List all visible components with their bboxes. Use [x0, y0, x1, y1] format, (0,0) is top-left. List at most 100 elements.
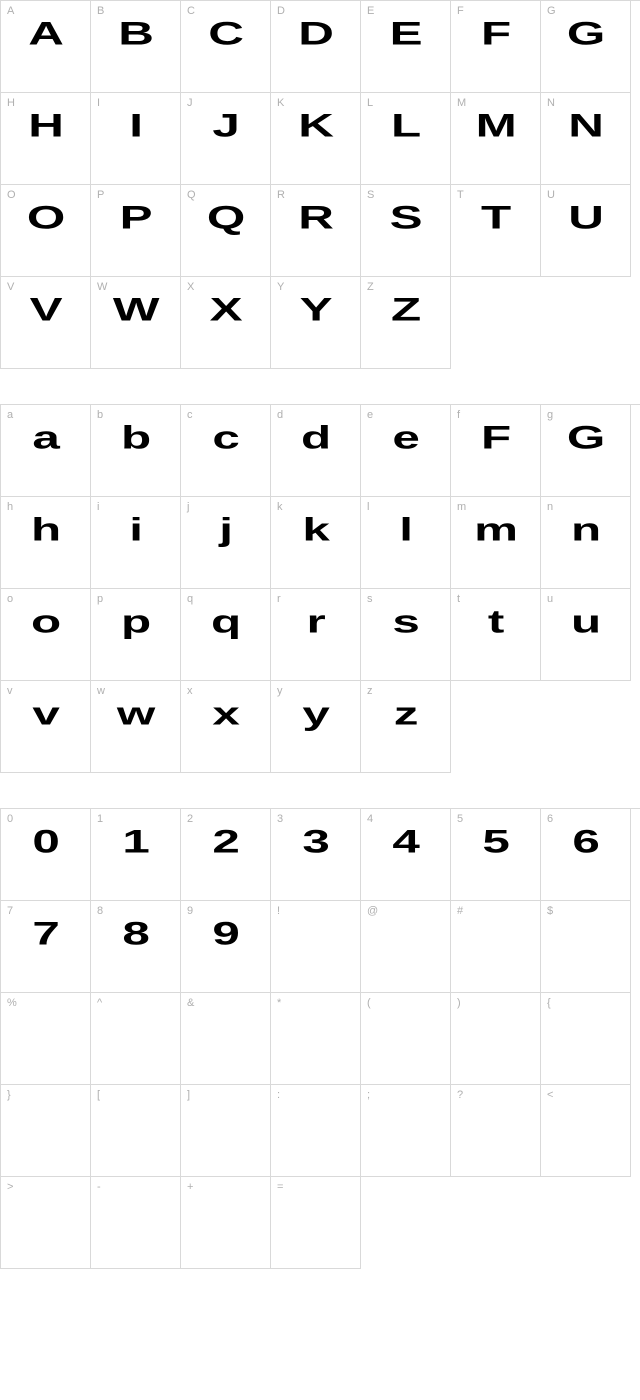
glyph-cell: - — [91, 1177, 181, 1269]
cell-label: y — [277, 685, 283, 697]
cell-label: } — [7, 1089, 11, 1101]
cell-label: i — [97, 501, 99, 513]
glyph-cell: ; — [361, 1085, 451, 1177]
glyph-cell: > — [1, 1177, 91, 1269]
cell-label: X — [187, 281, 194, 293]
cell-label: ] — [187, 1089, 190, 1101]
cell-label: : — [277, 1089, 280, 1101]
cell-label: t — [457, 593, 460, 605]
cell-label: A — [7, 5, 14, 17]
glyph-cell: ! — [271, 901, 361, 993]
cell-label: q — [187, 593, 193, 605]
cell-label: G — [547, 5, 556, 17]
glyph-cell: [ — [91, 1085, 181, 1177]
glyph-cell: < — [541, 1085, 631, 1177]
cell-label: o — [7, 593, 13, 605]
cell-label: 7 — [7, 905, 13, 917]
glyph-cell: ) — [451, 993, 541, 1085]
cell-label: @ — [367, 905, 378, 917]
cell-label: * — [277, 997, 281, 1009]
cell-label: a — [7, 409, 13, 421]
cell-label: > — [7, 1181, 13, 1193]
glyph-cell: # — [451, 901, 541, 993]
cell-label: { — [547, 997, 551, 1009]
cell-label: I — [97, 97, 100, 109]
cell-label: l — [367, 501, 369, 513]
glyph-cell: ZZ — [361, 277, 451, 369]
cell-label: & — [187, 997, 194, 1009]
glyph-cell: { — [541, 993, 631, 1085]
cell-label: 5 — [457, 813, 463, 825]
cell-label: K — [277, 97, 284, 109]
cell-label: d — [277, 409, 283, 421]
cell-label: v — [7, 685, 13, 697]
glyph-cell: uu — [541, 589, 631, 681]
cell-glyph: U — [528, 200, 640, 237]
glyph-cell: GG — [541, 1, 631, 93]
cell-label: 8 — [97, 905, 103, 917]
cell-label: V — [7, 281, 14, 293]
cell-label: [ — [97, 1089, 100, 1101]
cell-label: M — [457, 97, 466, 109]
cell-label: 6 — [547, 813, 553, 825]
cell-label: z — [367, 685, 373, 697]
cell-label: 1 — [97, 813, 103, 825]
cell-label: F — [457, 5, 464, 17]
cell-glyph: Z — [348, 292, 464, 329]
cell-label: Q — [187, 189, 196, 201]
cell-label: m — [457, 501, 466, 513]
cell-label: # — [457, 905, 463, 917]
glyph-cell: $ — [541, 901, 631, 993]
cell-label: ! — [277, 905, 280, 917]
glyph-cell: ? — [451, 1085, 541, 1177]
cell-label: r — [277, 593, 281, 605]
cell-label: p — [97, 593, 103, 605]
glyph-cell: 66 — [541, 809, 631, 901]
glyph-cell: & — [181, 993, 271, 1085]
cell-label: S — [367, 189, 374, 201]
cell-label: b — [97, 409, 103, 421]
cell-label: = — [277, 1181, 283, 1193]
cell-glyph: G — [528, 16, 640, 53]
cell-glyph: N — [528, 108, 640, 145]
cell-label: w — [97, 685, 105, 697]
cell-label: e — [367, 409, 373, 421]
cell-label: C — [187, 5, 195, 17]
cell-glyph: n — [528, 512, 640, 549]
section-lowercase: aabbccddeefFgGhhiijjkkllmmnnooppqqrrsstt… — [0, 404, 640, 773]
character-map: AABBCCDDEEFFGGHHIIJJKKLLMMNNOOPPQQRRSSTT… — [0, 0, 640, 1269]
glyph-cell: UU — [541, 185, 631, 277]
glyph-cell: = — [271, 1177, 361, 1269]
cell-label: N — [547, 97, 555, 109]
cell-label: P — [97, 189, 104, 201]
cell-label: s — [367, 593, 373, 605]
cell-label: k — [277, 501, 283, 513]
glyph-cell: * — [271, 993, 361, 1085]
cell-label: ? — [457, 1089, 463, 1101]
cell-glyph: G — [528, 420, 640, 457]
cell-label: - — [97, 1181, 101, 1193]
cell-label: 2 — [187, 813, 193, 825]
cell-label: Y — [277, 281, 284, 293]
cell-label: 3 — [277, 813, 283, 825]
cell-label: u — [547, 593, 553, 605]
cell-label: B — [97, 5, 104, 17]
glyph-cell: nn — [541, 497, 631, 589]
cell-label: U — [547, 189, 555, 201]
cell-label: O — [7, 189, 16, 201]
glyph-cell: zz — [361, 681, 451, 773]
cell-label: E — [367, 5, 374, 17]
cell-label: f — [457, 409, 460, 421]
cell-label: ; — [367, 1089, 370, 1101]
cell-label: $ — [547, 905, 553, 917]
cell-label: J — [187, 97, 193, 109]
glyph-cell: } — [1, 1085, 91, 1177]
glyph-cell: : — [271, 1085, 361, 1177]
cell-label: x — [187, 685, 193, 697]
glyph-cell: ( — [361, 993, 451, 1085]
glyph-cell: ^ — [91, 993, 181, 1085]
glyph-cell: 99 — [181, 901, 271, 993]
cell-label: j — [187, 501, 189, 513]
cell-label: h — [7, 501, 13, 513]
glyph-cell: NN — [541, 93, 631, 185]
